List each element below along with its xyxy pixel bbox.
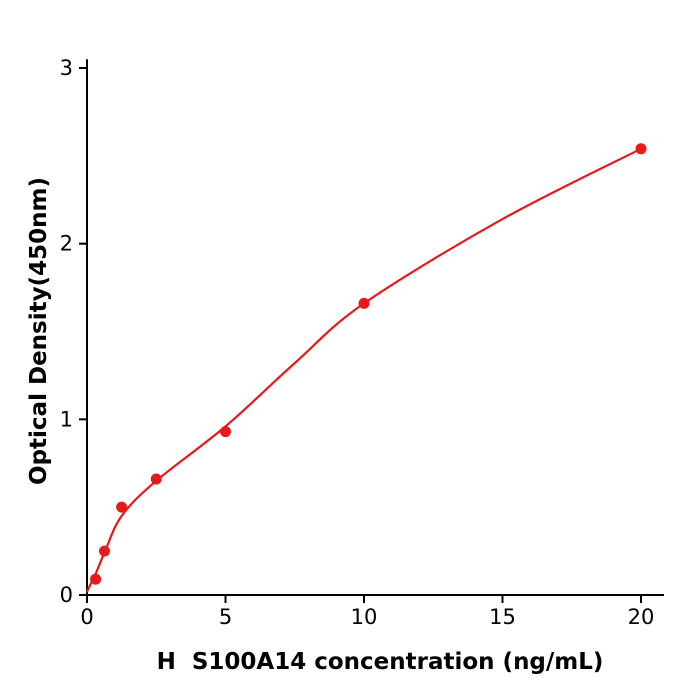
axes [79,59,664,603]
data-point [150,473,162,485]
plot-series [85,143,647,593]
data-point [635,143,647,155]
x-tick-label: 10 [351,605,378,629]
data-point [116,501,128,513]
fitted-curve [85,147,643,593]
x-axis-label: H S100A14 concentration (ng/mL) [157,649,604,675]
tick-labels: 0 5 10 15 20 0 1 2 3 [60,56,655,629]
y-tick-label: 0 [60,583,73,607]
y-tick-label: 1 [60,407,73,431]
x-tick-label: 20 [628,605,655,629]
y-tick-label: 3 [60,56,73,80]
x-tick-label: 0 [80,605,93,629]
x-tick-label: 5 [219,605,232,629]
data-point [220,426,231,438]
data-point [358,297,370,309]
y-tick-label: 2 [60,232,73,256]
data-point [90,573,102,585]
y-axis-label: Optical Density(450nm) [26,177,52,485]
data-point [98,545,110,557]
x-tick-label: 15 [489,605,516,629]
